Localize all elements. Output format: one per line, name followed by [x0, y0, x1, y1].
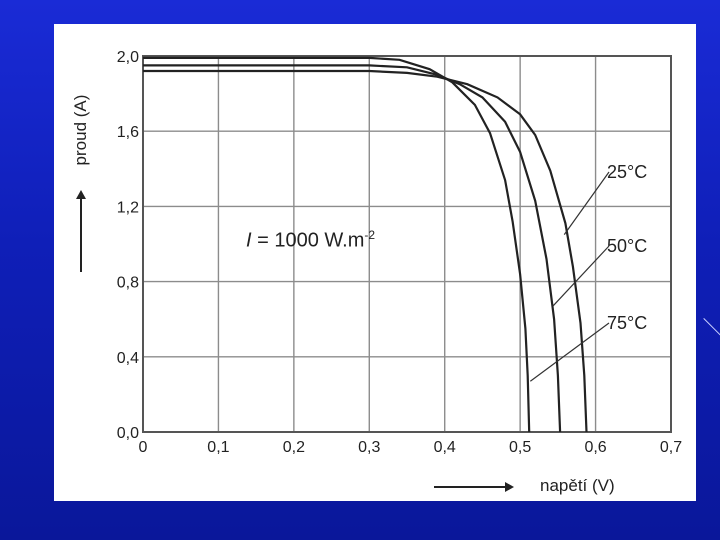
callout-line — [529, 322, 610, 382]
iv-curve — [143, 64, 562, 433]
curves — [143, 56, 588, 433]
y-tick-label: 0,8 — [117, 275, 139, 292]
iv-curve — [143, 69, 588, 433]
y-tick-label: 2,0 — [117, 49, 139, 66]
y-axis-arrow — [76, 190, 86, 272]
x-tick-label: 0,2 — [283, 439, 305, 456]
callout-line — [563, 171, 610, 235]
y-tick-label: 0,4 — [117, 350, 139, 367]
y-axis-label: proud (A) — [71, 94, 90, 166]
slide-panel — [54, 24, 696, 501]
y-axis-title: proud (A) — [66, 70, 96, 190]
x-tick-label: 0,7 — [660, 439, 682, 456]
iv-curve — [143, 56, 531, 433]
series-label: 50°C — [607, 236, 647, 256]
x-tick-label: 0,3 — [358, 439, 380, 456]
x-tick-label: 0,5 — [509, 439, 531, 456]
grid-lines — [142, 55, 672, 433]
callout-line — [552, 245, 610, 307]
y-tick-label: 0,0 — [117, 425, 139, 442]
y-tick-label: 1,6 — [117, 124, 139, 141]
x-axis-label: napětí (V) — [540, 476, 615, 495]
annotation-text: = 1000 W.m — [251, 229, 365, 252]
x-tick-label: 0 — [139, 439, 148, 456]
series-label: 75°C — [607, 313, 647, 333]
annotation-exponent: -2 — [364, 228, 376, 242]
y-tick-label: 1,2 — [117, 199, 139, 216]
irradiance-annotation: I = 1000 W.m-2 — [246, 228, 375, 253]
series-label: 25°C — [607, 162, 647, 182]
x-axis-arrow — [434, 482, 514, 492]
plot-frame — [142, 55, 672, 433]
tick-labels: 0 0,1 0,2 0,3 0,4 0,5 0,6 0,7 0,0 0,4 0,8 1,2 1,6 2,0… — [117, 49, 682, 456]
x-tick-label: 0,1 — [207, 439, 229, 456]
x-tick-label: 0,4 — [434, 439, 456, 456]
x-tick-label: 0,6 — [584, 439, 606, 456]
callout-lines — [529, 171, 610, 382]
annotation-symbol: I — [246, 229, 252, 252]
